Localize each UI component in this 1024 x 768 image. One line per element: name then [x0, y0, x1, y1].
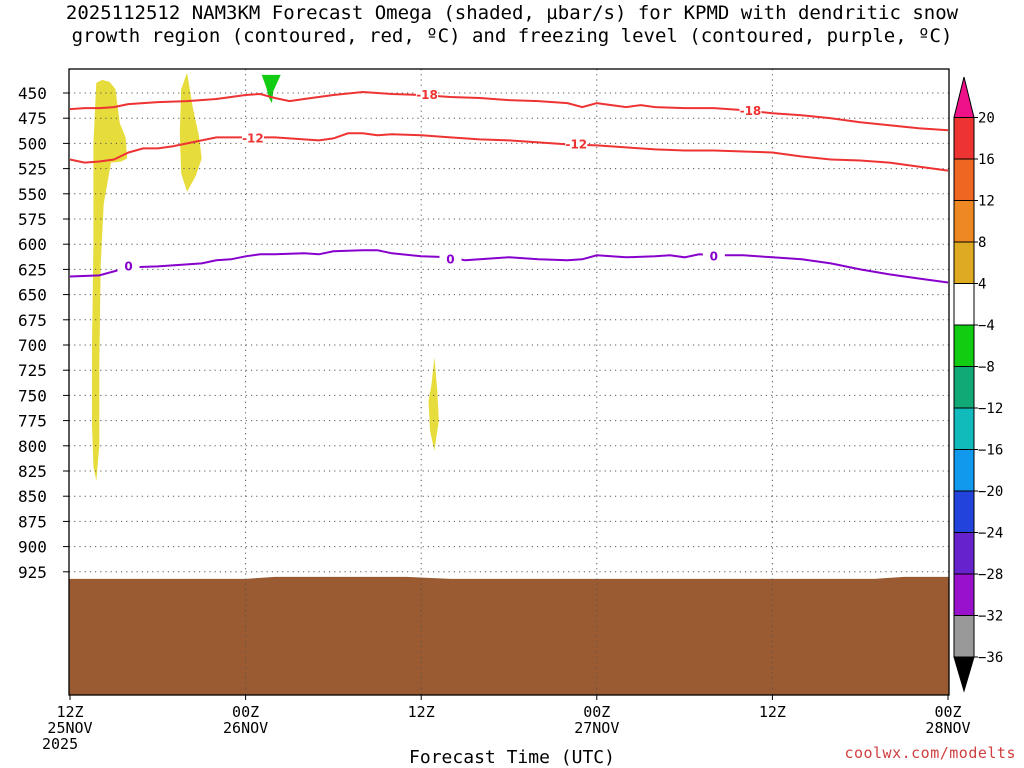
y-tick-label: 500	[18, 134, 47, 153]
contour-label: -12	[242, 131, 264, 145]
y-tick-label: 650	[18, 286, 47, 305]
chart-title: 2025112512 NAM3KM Forecast Omega (shaded…	[0, 2, 1024, 48]
colorbar-label: −4	[978, 318, 995, 334]
y-tick-label: 600	[18, 235, 47, 254]
colorbar-bottom-arrow	[953, 656, 975, 693]
contour-label-bg	[739, 104, 762, 118]
contour-label: -12	[565, 137, 587, 151]
y-tick-label: 475	[18, 109, 47, 128]
x-tick-label: 00Z	[934, 703, 961, 721]
contour-0-2	[69, 249, 949, 284]
colorbar-label: −12	[978, 401, 1003, 417]
omega-region-3	[428, 357, 439, 451]
contour-labels: -18 -18 -12 -12 0 0 0	[117, 88, 762, 273]
colorbar-swatch	[953, 200, 975, 243]
colorbar-swatch	[953, 407, 975, 450]
contour-label-bg	[565, 137, 588, 151]
colorbar-swatch	[953, 490, 975, 533]
colorbar-label: −20	[978, 484, 1003, 500]
x-tick-label: 12Z	[408, 703, 435, 721]
x-tick-label: 00Z	[232, 703, 259, 721]
omega-region-1	[92, 79, 128, 482]
colorbar-swatch	[953, 615, 975, 658]
colorbar-swatch	[953, 573, 975, 616]
x-tick-label: 12Z	[56, 703, 83, 721]
colorbar-label: −16	[978, 443, 1003, 459]
contour-label: -18	[740, 104, 762, 118]
contour-label: -18	[416, 88, 438, 102]
colorbar-label: 16	[978, 152, 995, 168]
colorbar-label: 12	[978, 194, 995, 210]
y-tick-label: 875	[18, 512, 47, 531]
y-tick-label: 925	[18, 563, 47, 582]
title-line-2: growth region (contoured, red, ºC) and f…	[71, 25, 953, 47]
contour-label: 0	[124, 259, 132, 273]
ground-layer	[69, 576, 949, 695]
colorbar-swatch	[953, 283, 975, 326]
x-tick-label: 2025	[42, 735, 78, 753]
y-tick-label: 675	[18, 311, 47, 330]
colorbar-swatch	[953, 241, 975, 284]
omega-region-2	[179, 72, 202, 192]
y-axis: 450 475 500 525 550 575 600 625 650 675 700 725 750 7…	[18, 84, 69, 582]
colorbar-swatch	[953, 532, 975, 575]
colorbar-swatch	[953, 117, 975, 160]
y-tick-label: 850	[18, 487, 47, 506]
colorbar-label: 4	[978, 277, 986, 293]
colorbar-label: −8	[978, 360, 995, 376]
colorbar-label: 8	[978, 235, 986, 251]
omega-region-4	[261, 74, 281, 104]
colorbar-label: −28	[978, 567, 1003, 583]
x-tick-label: 26NOV	[223, 719, 268, 737]
contour-minus12-1	[69, 132, 949, 172]
plot-frame	[68, 68, 950, 696]
contour-label: 0	[710, 249, 718, 263]
contour-label-bg	[416, 88, 439, 102]
y-tick-label: 775	[18, 412, 47, 431]
omega-shading	[92, 72, 439, 482]
colorbar-label: −32	[978, 609, 1003, 625]
colorbar-swatch	[953, 324, 975, 367]
y-tick-label: 825	[18, 462, 47, 481]
contour-label: 0	[446, 252, 454, 266]
y-tick-label: 575	[18, 210, 47, 229]
y-tick-label: 800	[18, 437, 47, 456]
gridlines	[69, 69, 949, 695]
y-tick-label: 725	[18, 361, 47, 380]
site-credit: coolwx.com/modelts	[844, 744, 1016, 762]
y-tick-label: 750	[18, 386, 47, 405]
y-tick-label: 900	[18, 538, 47, 557]
colorbar-label: −36	[978, 650, 1003, 666]
contour-label-bg	[241, 131, 264, 145]
contour-label-bg	[439, 252, 462, 266]
y-tick-label: 525	[18, 160, 47, 179]
colorbar-top-arrow	[953, 76, 975, 118]
x-tick-label: 00Z	[583, 703, 610, 721]
contour-label-bg	[702, 249, 725, 263]
y-tick-label: 700	[18, 336, 47, 355]
x-tick-label: 12Z	[759, 703, 786, 721]
colorbar-swatch	[953, 366, 975, 409]
colorbar-label: −24	[978, 526, 1003, 542]
colorbar-swatch	[953, 449, 975, 492]
colorbar: 20 16 12 8 4 −4 −8 −12 −16 −20 −24 −28 −32 −36	[953, 76, 1003, 693]
x-tick-label: 25NOV	[47, 719, 92, 737]
colorbar-label: 20	[978, 111, 995, 127]
x-axis-title: Forecast Time (UTC)	[409, 747, 615, 768]
x-tick-label: 27NOV	[574, 719, 619, 737]
title-line-1: 2025112512 NAM3KM Forecast Omega (shaded…	[65, 2, 959, 24]
ground-terrain	[69, 576, 949, 695]
contour-label-bg	[117, 259, 140, 273]
contour-lines	[69, 90, 949, 284]
y-tick-label: 450	[18, 84, 47, 103]
y-tick-label: 550	[18, 185, 47, 204]
contour-minus18-0	[69, 90, 949, 132]
y-tick-label: 625	[18, 260, 47, 279]
x-tick-label: 28NOV	[925, 719, 970, 737]
colorbar-swatch	[953, 158, 975, 201]
